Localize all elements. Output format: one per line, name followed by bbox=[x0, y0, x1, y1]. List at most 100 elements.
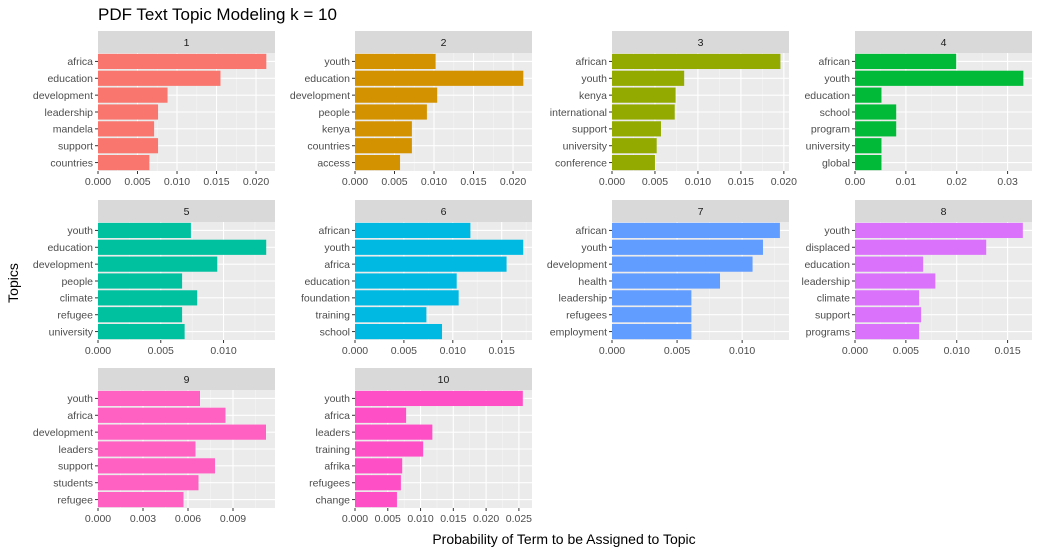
bar-youth bbox=[855, 70, 1024, 86]
bar-global bbox=[855, 154, 882, 171]
y-tick-label: leadership bbox=[559, 293, 608, 305]
y-tick-label: displaced bbox=[806, 242, 851, 254]
bar-development bbox=[98, 87, 168, 103]
bar-support bbox=[612, 121, 661, 137]
facet-strip bbox=[355, 368, 532, 390]
facet-1: 1 africa education development leadership man… bbox=[33, 31, 275, 188]
x-tick-label: 0.005 bbox=[642, 176, 668, 188]
y-tick-label: school bbox=[820, 107, 850, 119]
y-axis-title: Topics bbox=[5, 263, 21, 303]
bar-africa bbox=[98, 53, 267, 70]
bar-african bbox=[612, 53, 781, 70]
facet-2: 2 youth education development people kenya cou… bbox=[290, 31, 532, 188]
bar-african bbox=[355, 222, 471, 239]
bar-youth bbox=[612, 239, 763, 255]
bar-health bbox=[612, 273, 721, 289]
x-tick-label: 0.015 bbox=[203, 176, 229, 188]
x-tick-label: 0.005 bbox=[124, 176, 150, 188]
facet-strip bbox=[98, 31, 275, 53]
y-tick-label: youth bbox=[581, 73, 607, 85]
y-tick-label: development bbox=[33, 259, 93, 271]
bar-refugees bbox=[612, 307, 692, 323]
y-tick-label: education bbox=[804, 90, 850, 102]
bar-development bbox=[612, 256, 753, 272]
bar-students bbox=[98, 475, 199, 491]
x-tick-label: 0.006 bbox=[175, 513, 201, 525]
bar-education bbox=[355, 70, 524, 86]
y-tick-label: university bbox=[806, 141, 851, 153]
y-tick-label: training bbox=[316, 310, 351, 322]
y-tick-label: refugee bbox=[57, 494, 93, 506]
y-tick-label: education bbox=[304, 276, 350, 288]
bar-countries bbox=[355, 138, 412, 154]
bar-climate bbox=[855, 290, 920, 306]
x-tick-label: 0.015 bbox=[994, 345, 1020, 357]
y-tick-label: africa bbox=[324, 410, 350, 422]
y-tick-label: youth bbox=[324, 56, 350, 68]
y-tick-label: africa bbox=[67, 56, 93, 68]
x-tick-label: 0.010 bbox=[421, 176, 447, 188]
x-axis-title: Probability of Term to be Assigned to To… bbox=[432, 531, 695, 547]
facet-10: 10 youth africa leaders training afrika refuge… bbox=[309, 368, 532, 525]
x-tick-label: 0.020 bbox=[771, 176, 797, 188]
bar-africa bbox=[98, 407, 226, 423]
y-tick-label: conference bbox=[555, 157, 607, 169]
x-tick-label: 0.03 bbox=[997, 176, 1018, 188]
bar-education bbox=[355, 273, 457, 289]
x-tick-label: 0.000 bbox=[342, 513, 368, 525]
x-tick-label: 0.000 bbox=[599, 345, 625, 357]
y-tick-label: university bbox=[563, 141, 608, 153]
x-tick-label: 0.020 bbox=[243, 176, 269, 188]
x-tick-label: 0.000 bbox=[842, 345, 868, 357]
facet-strip bbox=[98, 200, 275, 222]
y-tick-label: refugees bbox=[309, 478, 350, 490]
y-tick-label: african bbox=[818, 56, 850, 68]
bar-african bbox=[612, 222, 780, 239]
y-tick-label: global bbox=[822, 157, 850, 169]
y-tick-label: african bbox=[318, 225, 350, 237]
facet-8: 8 youth displaced education leadership climat… bbox=[802, 200, 1032, 357]
bar-leadership bbox=[98, 104, 159, 120]
y-tick-label: youth bbox=[67, 225, 93, 237]
x-tick-label: 0.000 bbox=[342, 176, 368, 188]
bar-development bbox=[355, 87, 438, 103]
bar-africa bbox=[355, 407, 407, 423]
y-tick-label: health bbox=[578, 276, 607, 288]
y-tick-label: countries bbox=[307, 141, 350, 153]
bar-support bbox=[98, 138, 159, 154]
x-tick-label: 0.015 bbox=[728, 176, 754, 188]
bar-training bbox=[355, 441, 424, 457]
facet-strip-label: 10 bbox=[438, 374, 450, 386]
bar-youth bbox=[98, 222, 191, 239]
x-tick-label: 0.005 bbox=[391, 345, 417, 357]
facet-strip-label: 6 bbox=[441, 206, 447, 218]
bar-training bbox=[355, 307, 427, 323]
facet-strip bbox=[612, 200, 789, 222]
bar-leadership bbox=[612, 290, 692, 306]
facet-strip-label: 9 bbox=[184, 374, 190, 386]
x-tick-label: 0.025 bbox=[506, 513, 532, 525]
chart-title: PDF Text Topic Modeling k = 10 bbox=[98, 5, 337, 24]
y-tick-label: mandela bbox=[53, 124, 93, 136]
bar-school bbox=[855, 104, 897, 120]
x-tick-label: 0.01 bbox=[896, 176, 917, 188]
bar-displaced bbox=[855, 239, 987, 255]
y-tick-label: development bbox=[33, 427, 93, 439]
bar-conference bbox=[612, 154, 655, 171]
bar-people bbox=[98, 273, 183, 289]
x-tick-label: 0.010 bbox=[729, 345, 755, 357]
facet-grid: 1 africa education development leadership man… bbox=[33, 31, 1032, 525]
y-tick-label: access bbox=[317, 157, 350, 169]
x-tick-label: 0.020 bbox=[500, 176, 526, 188]
bar-youth bbox=[98, 390, 200, 407]
x-tick-label: 0.000 bbox=[599, 176, 625, 188]
y-tick-label: kenya bbox=[579, 90, 607, 102]
bar-university bbox=[612, 138, 657, 154]
y-tick-label: afrika bbox=[324, 461, 350, 473]
y-tick-label: youth bbox=[824, 73, 850, 85]
x-tick-label: 0.000 bbox=[85, 345, 111, 357]
x-tick-label: 0.003 bbox=[130, 513, 156, 525]
facet-strip bbox=[98, 368, 275, 390]
bar-kenya bbox=[612, 87, 676, 103]
y-tick-label: climate bbox=[60, 293, 93, 305]
